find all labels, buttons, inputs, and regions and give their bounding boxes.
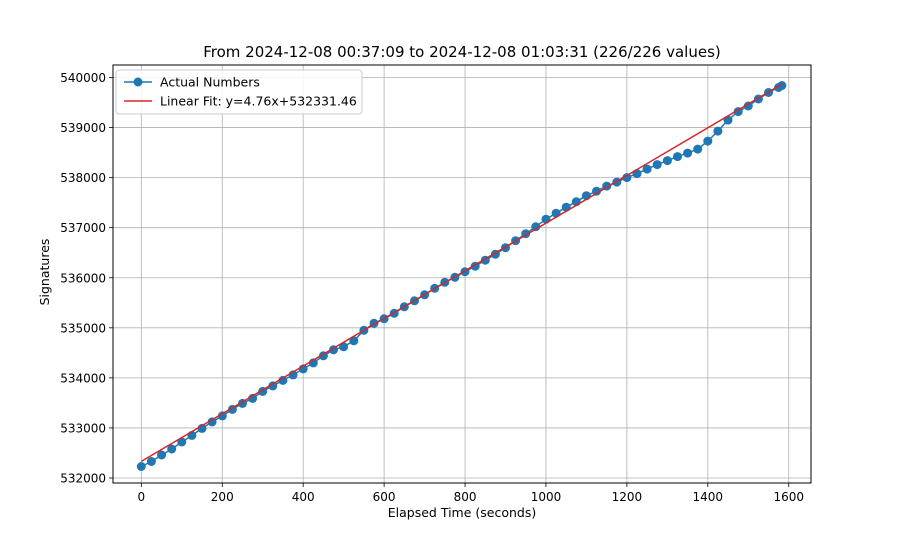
data-point	[642, 164, 652, 174]
data-point	[622, 173, 632, 183]
legend-label-fit: Linear Fit: y=4.76x+532331.46	[160, 94, 357, 109]
data-point	[662, 156, 672, 166]
data-point	[349, 336, 359, 346]
legend-box	[115, 69, 363, 115]
data-point	[278, 375, 288, 385]
x-tick-label: 1400	[693, 490, 724, 504]
y-tick-label: 532000	[60, 471, 106, 485]
y-tick-label: 534000	[60, 371, 106, 385]
actual-numbers-line	[140, 84, 783, 468]
x-tick-label: 1000	[531, 490, 562, 504]
plot-frame	[112, 64, 812, 484]
legend-label-actual: Actual Numbers	[160, 75, 260, 90]
fit-layer	[140, 83, 783, 463]
data-point	[743, 101, 753, 111]
y-axis-label: Signatures	[37, 239, 52, 306]
y-tick-label: 538000	[60, 171, 106, 185]
data-point	[136, 462, 146, 471]
data-point	[713, 126, 723, 136]
y-tick-label: 540000	[60, 71, 106, 85]
x-tick-label: 200	[211, 490, 234, 504]
data-point	[248, 393, 258, 403]
data-point	[207, 417, 217, 427]
legend: Actual Numbers Linear Fit: y=4.76x+53233…	[115, 69, 363, 115]
y-tick-label: 536000	[60, 271, 106, 285]
x-axis-label: Elapsed Time (seconds)	[388, 505, 537, 520]
x-axis-ticks: 0 200 400 600 800 1000 1200 1400 1600	[138, 483, 804, 504]
chart-title: From 2024-12-08 00:37:09 to 2024-12-08 0…	[203, 43, 721, 61]
data-point	[777, 81, 787, 90]
y-tick-label: 537000	[60, 221, 106, 235]
data-point	[703, 136, 713, 146]
data-point	[652, 160, 662, 170]
y-tick-label: 535000	[60, 321, 106, 335]
data-point	[531, 222, 541, 232]
data-point	[673, 152, 682, 162]
grid	[113, 65, 811, 483]
data-point	[268, 381, 278, 391]
data-point	[167, 444, 177, 454]
data-point	[592, 186, 601, 196]
linear-fit-line	[140, 83, 783, 463]
legend-marker-actual	[133, 77, 143, 87]
x-tick-label: 0	[138, 490, 146, 504]
x-tick-label: 400	[292, 490, 315, 504]
y-tick-label: 533000	[60, 421, 106, 435]
data-point	[339, 342, 349, 352]
data-point	[217, 411, 227, 421]
data-point	[683, 148, 693, 158]
x-tick-label: 1200	[612, 490, 643, 504]
y-tick-label: 539000	[60, 121, 106, 135]
data-point	[632, 169, 642, 179]
x-tick-label: 1600	[773, 490, 804, 504]
data-point	[157, 450, 167, 460]
y-axis-ticks: 532000 533000 534000 535000 536000 537000 5380…	[60, 71, 113, 485]
data-point	[146, 457, 156, 466]
data-point	[693, 144, 703, 154]
x-tick-label: 800	[454, 490, 477, 504]
x-tick-label: 600	[373, 490, 396, 504]
